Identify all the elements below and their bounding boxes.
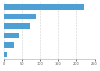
Bar (4, 4, 84, 10)
Bar (4, 33, 19, 38)
Bar (4, 42, 14, 48)
Bar (4, 23, 30, 29)
Bar (4, 14, 36, 19)
Bar (4, 52, 8, 57)
